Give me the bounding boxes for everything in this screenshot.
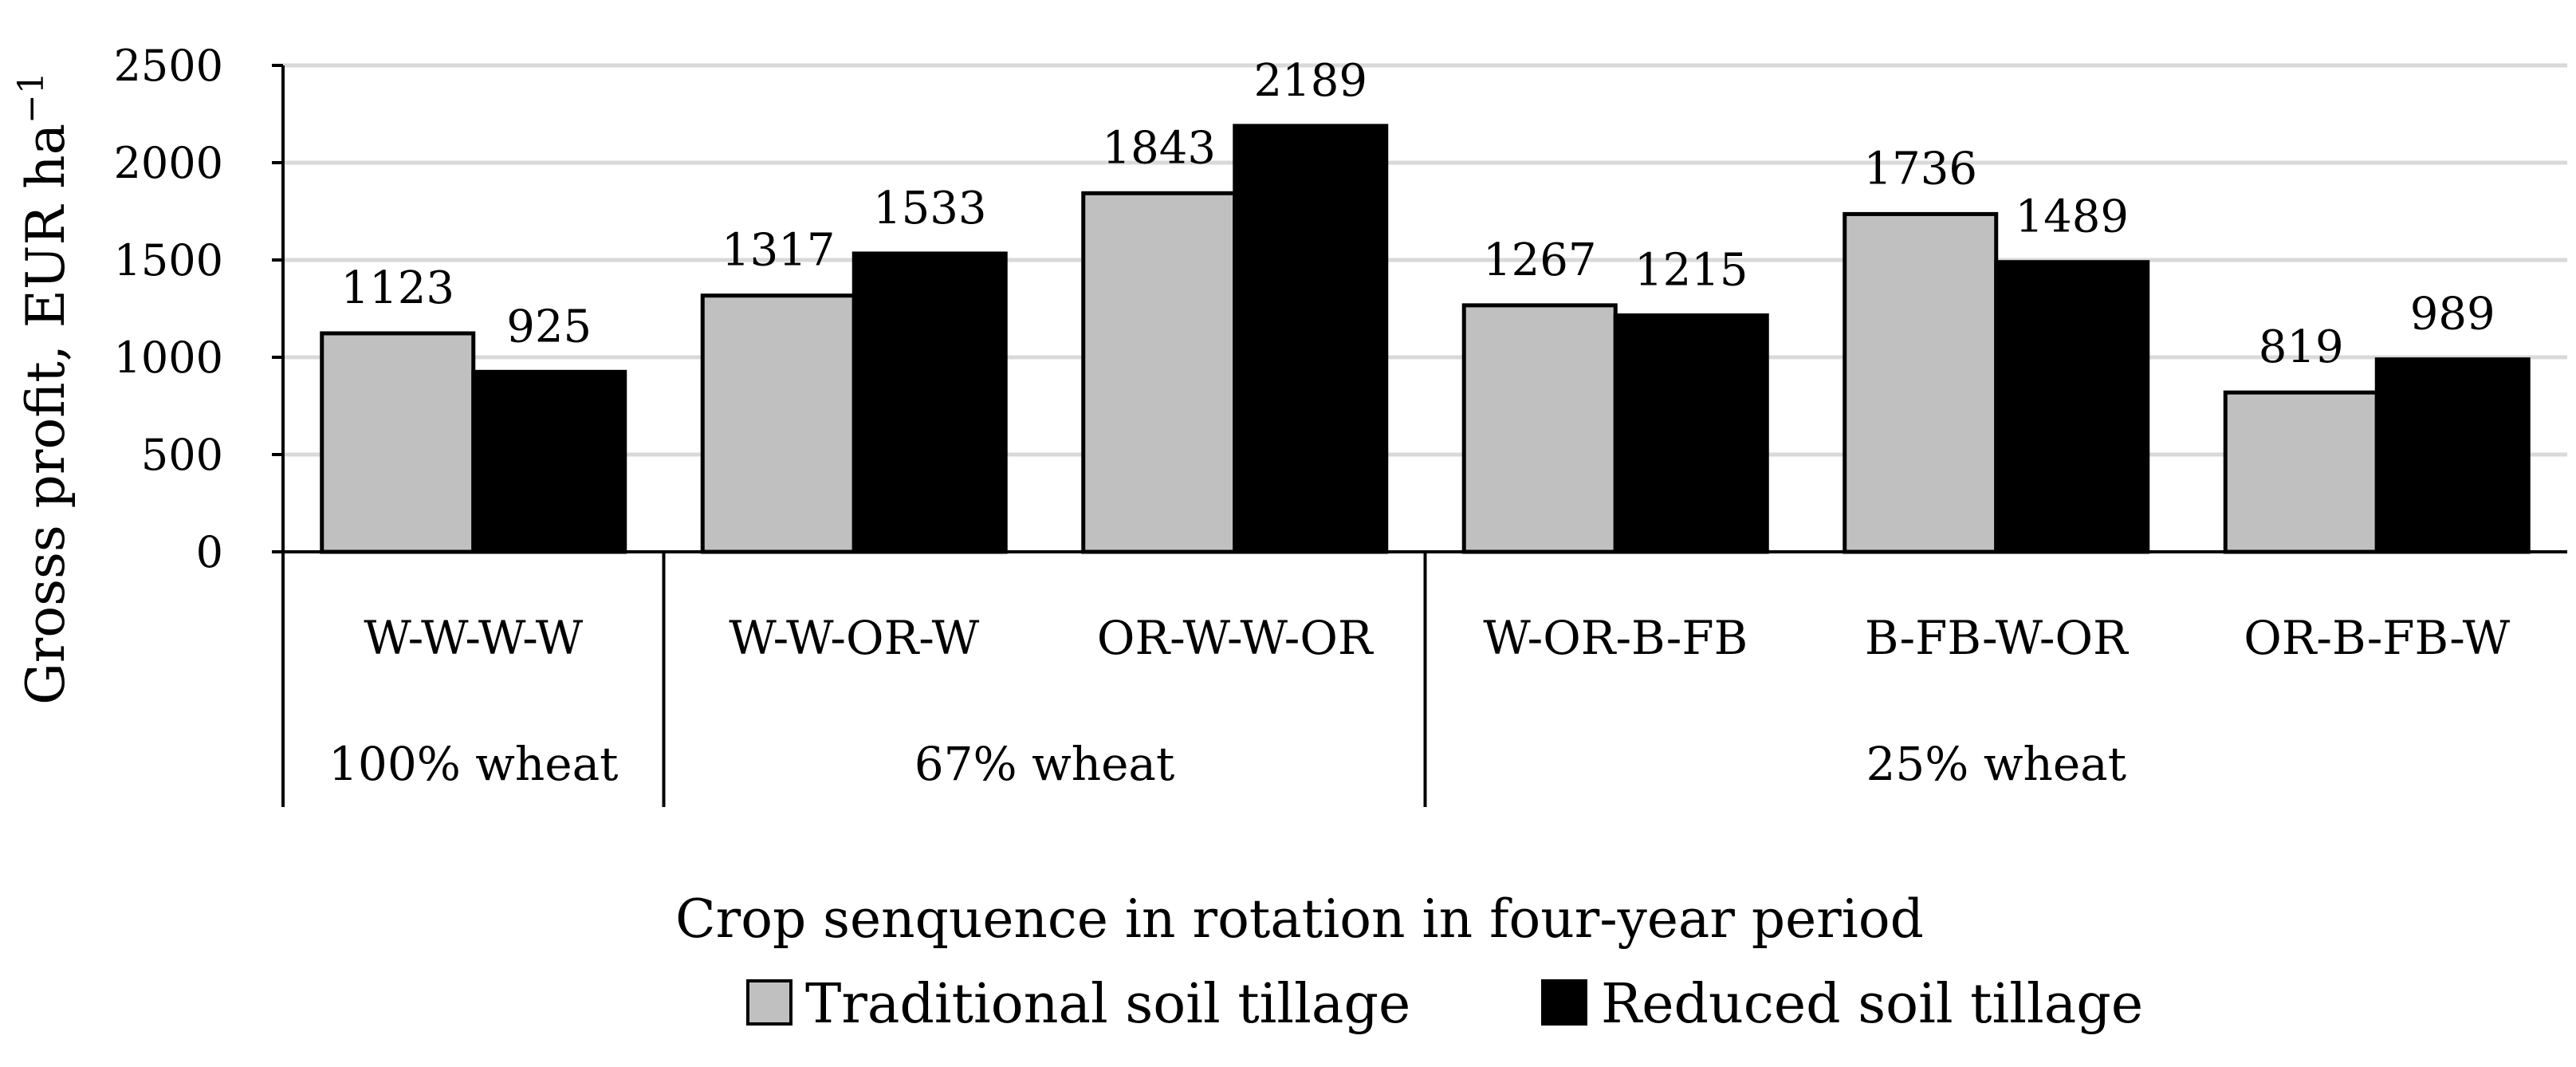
legend-label-traditional: Traditional soil tillage	[805, 973, 1410, 1036]
legend-swatch-reduced	[1541, 979, 1587, 1026]
bar-traditional-w-or-b-fb	[1461, 303, 1618, 554]
y-tick-label: 1000	[114, 333, 223, 383]
bar-reduced-or-b-fb-w	[2374, 357, 2531, 554]
bar-traditional-b-fb-w-or	[1843, 211, 1999, 554]
bar-reduced-w-or-b-fb	[1613, 313, 1769, 554]
data-label: 1843	[1102, 122, 1216, 174]
data-label: 925	[506, 301, 592, 352]
group-label: 25% wheat	[1866, 737, 2126, 791]
y-axis-title: Grosss profit, EUR ha−1	[11, 72, 77, 705]
category-label: B-FB-W-OR	[1865, 611, 2130, 665]
category-labels: W-W-W-W W-W-OR-W OR-W-W-OR W-OR-B-FB B-FB-W-…	[364, 611, 2510, 665]
legend-label-reduced: Reduced soil tillage	[1601, 973, 2143, 1036]
gridlines	[283, 63, 2567, 457]
data-labels: 1123 925 1317 1533 1843 2189 1267 1215 1736 1489 8…	[340, 55, 2495, 373]
legend: Traditional soil tillage Reduced soil ti…	[746, 973, 2143, 1036]
y-tick-labels: 0 500 1000 1500 2000 2500	[114, 41, 223, 577]
y-tick-label: 500	[141, 430, 223, 480]
y-tick-label: 2000	[114, 138, 223, 188]
bar-reduced-b-fb-w-or	[1994, 260, 2150, 554]
category-label: OR-B-FB-W	[2244, 611, 2510, 665]
data-label: 1317	[722, 225, 836, 277]
category-label: W-W-W-W	[364, 611, 583, 665]
data-label: 989	[2410, 289, 2495, 341]
data-label: 1489	[2015, 191, 2129, 243]
data-label: 1267	[1483, 234, 1597, 286]
data-label: 1533	[873, 183, 987, 234]
x-axis-title: Crop senquence in rotation in four-year …	[675, 888, 1924, 950]
data-label: 819	[2259, 321, 2344, 373]
category-label: W-W-OR-W	[729, 611, 979, 665]
data-label: 1215	[1634, 245, 1748, 297]
axes	[272, 64, 2567, 807]
y-tick-label: 1500	[114, 235, 223, 285]
bar-reduced-w-w-w-w	[471, 369, 627, 554]
group-labels: 100% wheat 67% wheat 25% wheat	[328, 737, 2126, 791]
y-tick-label: 0	[196, 527, 223, 577]
data-label: 1736	[1863, 143, 1977, 195]
legend-swatch-traditional	[746, 979, 792, 1026]
group-label: 100% wheat	[328, 737, 618, 791]
bar-traditional-or-w-w-or	[1081, 191, 1237, 554]
y-tick-label: 2500	[114, 41, 223, 91]
bar-reduced-w-w-or-w	[851, 251, 1008, 554]
data-label: 1123	[340, 262, 454, 314]
category-label: OR-W-W-OR	[1097, 611, 1375, 665]
data-label: 2189	[1253, 55, 1367, 107]
bars	[320, 124, 2531, 554]
group-label: 67% wheat	[914, 737, 1175, 791]
category-label: W-OR-B-FB	[1483, 611, 1748, 665]
bar-traditional-or-b-fb-w	[2223, 390, 2379, 554]
bar-traditional-w-w-w-w	[320, 331, 476, 554]
bar-traditional-w-w-or-w	[700, 293, 856, 554]
bar-reduced-or-w-w-or	[1233, 124, 1389, 554]
